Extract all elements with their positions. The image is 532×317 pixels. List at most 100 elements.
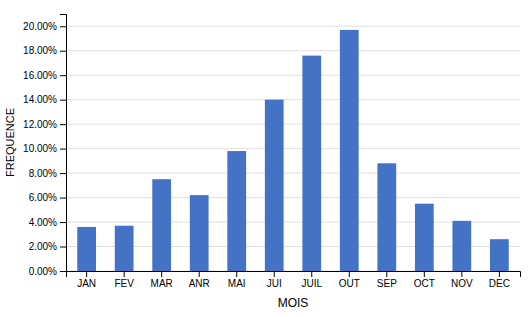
- y-tick-mark: [60, 51, 66, 52]
- bar: [302, 56, 321, 271]
- x-tick-mark: [386, 271, 387, 277]
- y-axis-line: [60, 15, 67, 272]
- x-tick-mark: [86, 271, 87, 277]
- x-tick-mark: [349, 271, 350, 277]
- y-tick-mark: [60, 247, 66, 248]
- x-tick: JUIL: [301, 271, 322, 289]
- x-tick-label: JUIL: [301, 278, 322, 289]
- bar: [227, 151, 246, 271]
- bar: [415, 204, 434, 271]
- y-axis-title: FREQUENCE: [4, 108, 16, 177]
- grid-line: [66, 99, 520, 100]
- y-tick-label: 4.00%: [29, 217, 57, 228]
- x-axis-title: MOIS: [278, 296, 309, 310]
- grid: [66, 26, 520, 271]
- x-tick: MAR: [151, 271, 173, 289]
- x-tick: FEV: [114, 271, 134, 289]
- x-tick-mark: [461, 271, 462, 277]
- grid-line: [66, 148, 520, 149]
- x-tick-label: SEP: [377, 278, 397, 289]
- y-tick-mark: [60, 173, 66, 174]
- x-tick-label: MAI: [228, 278, 246, 289]
- bar: [340, 30, 359, 271]
- x-tick: DEC: [489, 271, 510, 289]
- x-tick: OUT: [339, 271, 360, 289]
- grid-line: [66, 50, 520, 51]
- x-tick: JUI: [267, 271, 282, 289]
- x-tick-mark: [199, 271, 200, 277]
- chart: 0.00% 2.00% 4.00% 6.00% 8.00% 10.00% 12.00% 14.…: [0, 0, 532, 317]
- y-tick-label: 6.00%: [29, 192, 57, 203]
- y-tick: 16.00%: [23, 70, 66, 81]
- y-tick-label: 2.00%: [29, 241, 57, 252]
- y-tick: 14.00%: [23, 94, 66, 105]
- x-tick-label: JUI: [267, 278, 282, 289]
- grid-line: [66, 124, 520, 125]
- y-tick-label: 12.00%: [23, 119, 57, 130]
- y-tick: 12.00%: [23, 119, 66, 130]
- y-tick: 18.00%: [23, 45, 66, 56]
- bar: [265, 100, 284, 271]
- x-tick-mark: [236, 271, 237, 277]
- x-tick-mark: [311, 271, 312, 277]
- y-tick: 4.00%: [29, 217, 66, 228]
- x-axis: JAN FEV MAR ANR MAI JUI JUIL OUT SEP OCT NOV DEC: [67, 271, 521, 289]
- y-tick: 0.00%: [29, 266, 66, 277]
- x-tick: MAI: [228, 271, 246, 289]
- bars: [77, 30, 508, 271]
- y-tick-label: 10.00%: [23, 143, 57, 154]
- x-tick-label: JAN: [77, 278, 96, 289]
- x-tick-mark: [499, 271, 500, 277]
- y-tick-mark: [60, 271, 66, 272]
- x-tick: JAN: [77, 271, 96, 289]
- x-tick-label: ANR: [189, 278, 210, 289]
- y-tick-label: 0.00%: [29, 266, 57, 277]
- y-tick: 20.00%: [23, 21, 66, 32]
- y-tick: 8.00%: [29, 168, 66, 179]
- x-tick-label: OUT: [339, 278, 360, 289]
- bar: [190, 195, 209, 271]
- y-tick: 6.00%: [29, 192, 66, 203]
- x-tick-label: NOV: [451, 278, 473, 289]
- x-tick-label: MAR: [151, 278, 173, 289]
- y-tick-mark: [60, 149, 66, 150]
- grid-line: [66, 222, 520, 223]
- y-tick-label: 18.00%: [23, 45, 57, 56]
- grid-line: [66, 197, 520, 198]
- grid-line: [66, 246, 520, 247]
- y-tick-mark: [60, 75, 66, 76]
- x-tick: NOV: [451, 271, 473, 289]
- y-tick-label: 20.00%: [23, 21, 57, 32]
- bar: [77, 227, 96, 271]
- y-tick: 2.00%: [29, 241, 66, 252]
- y-tick-mark: [60, 124, 66, 125]
- x-tick-mark: [424, 271, 425, 277]
- x-tick-mark: [161, 271, 162, 277]
- y-tick-label: 16.00%: [23, 70, 57, 81]
- x-tick-label: OCT: [414, 278, 435, 289]
- bar: [115, 226, 134, 271]
- x-axis-line: [67, 272, 521, 278]
- y-tick-label: 8.00%: [29, 168, 57, 179]
- x-tick: OCT: [414, 271, 435, 289]
- x-tick: ANR: [189, 271, 210, 289]
- x-tick: SEP: [377, 271, 397, 289]
- y-tick: 10.00%: [23, 143, 66, 154]
- x-tick-mark: [274, 271, 275, 277]
- bar: [490, 239, 509, 271]
- y-tick-mark: [60, 100, 66, 101]
- y-tick-mark: [60, 198, 66, 199]
- grid-line: [66, 26, 520, 27]
- bar: [452, 221, 471, 271]
- bar: [152, 179, 171, 271]
- x-tick-label: FEV: [114, 278, 134, 289]
- y-tick-mark: [60, 26, 66, 27]
- bar: [377, 163, 396, 271]
- x-tick-label: DEC: [489, 278, 510, 289]
- grid-line: [66, 173, 520, 174]
- plot: 0.00% 2.00% 4.00% 6.00% 8.00% 10.00% 12.00% 14.…: [23, 15, 520, 290]
- y-tick-label: 14.00%: [23, 94, 57, 105]
- y-tick-mark: [60, 222, 66, 223]
- grid-line: [66, 75, 520, 76]
- y-axis: 0.00% 2.00% 4.00% 6.00% 8.00% 10.00% 12.00% 14.…: [23, 15, 66, 277]
